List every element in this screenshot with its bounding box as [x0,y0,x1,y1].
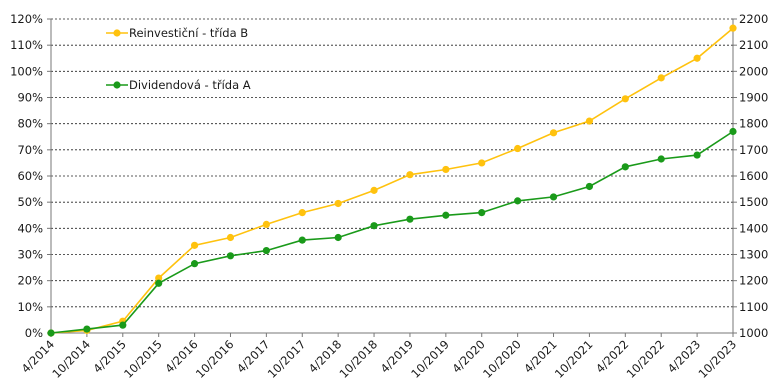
y-axis-right-ticks: 1000 1100 1200 1300 1400 1500 1600 1700 1800 1900… [733,12,768,340]
data-point [262,220,270,229]
y-left-tick-label: 60% [17,169,43,183]
x-tick-label: 10/2019 [408,337,452,381]
x-tick-label: 10/2022 [624,337,668,381]
data-point [334,233,342,242]
data-point [478,159,486,167]
data-point [119,321,127,329]
x-tick-label: 10/2017 [265,337,309,381]
y-right-tick-label: 1300 [739,248,768,262]
data-point [657,74,665,82]
x-tick-label: 10/2023 [695,337,739,381]
y-right-tick-label: 2100 [739,38,768,52]
data-point [478,209,486,217]
x-tick-label: 10/2015 [121,337,165,381]
x-tick-label: 10/2016 [193,337,237,381]
data-point [155,279,163,287]
data-point [693,151,701,159]
y-left-tick-label: 0% [25,326,43,340]
data-point [370,186,378,194]
legend-item-1: Reinvestiční - třída B [106,26,248,40]
y-right-tick-label: 1400 [739,221,768,235]
data-point [514,197,522,205]
y-right-tick-label: 1000 [739,326,768,340]
series-line [50,27,734,334]
y-left-tick-label: 80% [17,117,43,131]
data-point [47,329,55,337]
y-right-tick-label: 1100 [739,300,768,314]
data-point [155,274,163,282]
y-right-tick-label: 1500 [739,195,768,209]
x-tick-label: 10/2020 [480,337,524,381]
y-left-tick-label: 30% [17,248,43,262]
data-point [729,24,737,32]
y-left-tick-label: 70% [17,143,43,157]
data-point [621,95,629,103]
data-point [442,211,450,219]
y-right-tick-label: 1200 [739,274,768,288]
y-right-tick-label: 1600 [739,169,768,183]
y-right-tick-label: 1700 [739,143,768,157]
data-point [298,209,306,217]
legend: Reinvestiční - třída B Dividendová - tříd… [106,26,251,92]
y-right-tick-label: 1800 [739,117,768,131]
x-axis-ticks: 4/201410/20144/201510/20154/201610/20164… [19,333,739,381]
data-point [729,127,737,136]
data-point [406,171,414,179]
legend-marker [113,81,121,89]
gridlines [51,18,733,308]
data-point [298,236,306,244]
data-point [226,252,235,260]
data-point [262,246,270,255]
data-point [370,222,378,230]
x-tick-label: 10/2018 [336,337,380,381]
data-point [585,117,594,125]
data-point [549,129,558,137]
y-left-tick-label: 90% [17,91,43,105]
series-lines [47,24,737,337]
data-point [442,165,450,174]
y-left-tick-label: 120% [10,12,43,26]
data-point [657,155,665,163]
y-left-tick-label: 10% [17,300,43,314]
y-left-tick-label: 20% [17,274,43,288]
x-tick-label: 10/2014 [49,337,93,381]
data-point [83,325,91,333]
data-point [514,144,522,153]
data-point [334,199,342,208]
y-right-tick-label: 2000 [739,64,768,78]
data-point [406,215,414,223]
data-point [693,54,701,62]
y-left-tick-label: 50% [17,195,43,209]
y-right-tick-label: 2200 [739,12,768,26]
legend-label: Reinvestiční - třída B [129,26,248,40]
legend-label: Dividendová - třída A [129,78,251,92]
x-tick-label: 10/2021 [552,337,596,381]
data-point [621,163,629,171]
series-2 [47,127,737,337]
data-point [549,193,558,201]
y-axis-left-ticks: 0% 10% 20% 30% 40% 50% 60% 70% 80% 90% 100% 110% 120… [10,12,51,340]
legend-item-2: Dividendová - třída A [106,78,251,92]
data-point [585,182,594,191]
y-left-tick-label: 110% [10,38,43,52]
y-left-tick-label: 40% [17,221,43,235]
data-point [226,233,235,242]
y-left-tick-label: 100% [10,64,43,78]
legend-marker [113,29,121,37]
data-point [190,260,199,268]
data-point [190,241,199,249]
series-line [50,130,734,334]
y-right-tick-label: 1900 [739,91,768,105]
